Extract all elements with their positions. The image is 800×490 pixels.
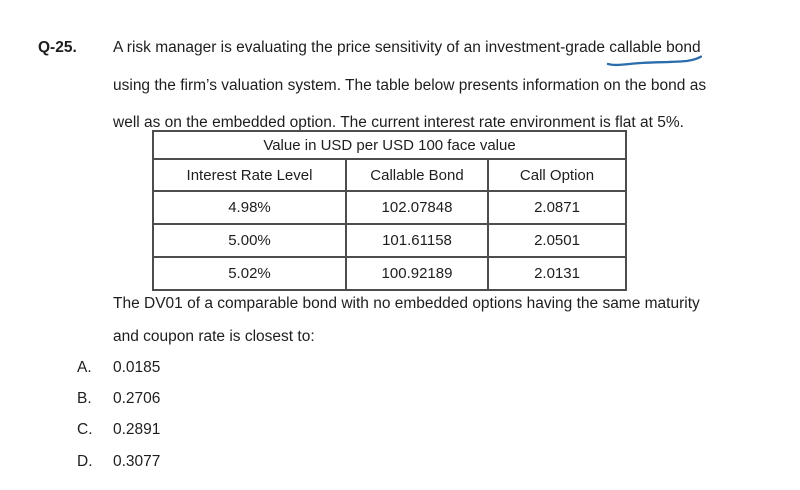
option-value: 0.3077 xyxy=(113,452,161,470)
blue-underline-annotation xyxy=(606,55,703,67)
question-line-1: A risk manager is evaluating the price s… xyxy=(113,29,706,67)
option-value: 0.2706 xyxy=(113,390,161,408)
table-caption: Value in USD per USD 100 face value xyxy=(151,130,628,160)
question-paragraph: A risk manager is evaluating the price s… xyxy=(113,29,706,142)
table-cell-bond-value: 102.07848 xyxy=(345,190,489,225)
table-cell-option-value: 2.0871 xyxy=(486,190,628,225)
table-cell-rate: 5.02% xyxy=(152,256,347,291)
prompt-line-2: and coupon rate is closest to: xyxy=(113,328,315,345)
table-row: 5.02% 100.92189 2.0131 xyxy=(152,256,628,291)
prompt-line-1: The DV01 of a comparable bond with no em… xyxy=(113,295,700,312)
table-cell-option-value: 2.0501 xyxy=(486,223,628,258)
table-cell-rate: 4.98% xyxy=(152,190,347,225)
option-letter: A. xyxy=(77,358,92,376)
question-line-3: well as on the embedded option. The curr… xyxy=(113,114,684,132)
callable-bond-text: callable bond xyxy=(609,39,701,56)
answer-option-d: D. 0.3077 xyxy=(77,446,160,477)
question-line-1-text: A risk manager is evaluating the price s… xyxy=(113,39,610,56)
table-header-call-option: Call Option xyxy=(486,158,628,192)
table-cell-option-value: 2.0131 xyxy=(486,256,628,291)
blue-underline-stroke xyxy=(608,57,701,65)
table-header-interest-rate-level: Interest Rate Level xyxy=(152,158,347,192)
table-header-row: Interest Rate Level Callable Bond Call O… xyxy=(152,158,628,192)
bond-values-table: Value in USD per USD 100 face value Inte… xyxy=(151,130,628,291)
option-letter: B. xyxy=(77,390,92,408)
table-row: 4.98% 102.07848 2.0871 xyxy=(152,190,628,225)
question-number: Q-25. xyxy=(38,39,77,56)
table-cell-bond-value: 101.61158 xyxy=(345,223,489,258)
answer-option-c: C. 0.2891 xyxy=(77,415,160,446)
callable-bond-phrase: callable bond xyxy=(609,29,700,67)
table-caption-row: Value in USD per USD 100 face value xyxy=(151,130,628,160)
table-cell-bond-value: 100.92189 xyxy=(345,256,489,291)
table-row: 5.00% 101.61158 2.0501 xyxy=(152,223,628,258)
option-letter: D. xyxy=(77,452,93,470)
option-value: 0.0185 xyxy=(113,358,161,376)
answer-option-a: A. 0.0185 xyxy=(77,352,160,383)
option-letter: C. xyxy=(77,421,93,439)
question-line-2: using the firm’s valuation system. The t… xyxy=(113,76,707,94)
option-value: 0.2891 xyxy=(113,421,161,439)
prompt-paragraph: The DV01 of a comparable bond with no em… xyxy=(113,287,700,353)
table-cell-rate: 5.00% xyxy=(152,223,347,258)
table-header-callable-bond: Callable Bond xyxy=(345,158,489,192)
answer-option-b: B. 0.2706 xyxy=(77,383,160,414)
answer-options: A. 0.0185 B. 0.2706 C. 0.2891 D. 0.3077 xyxy=(77,352,160,478)
